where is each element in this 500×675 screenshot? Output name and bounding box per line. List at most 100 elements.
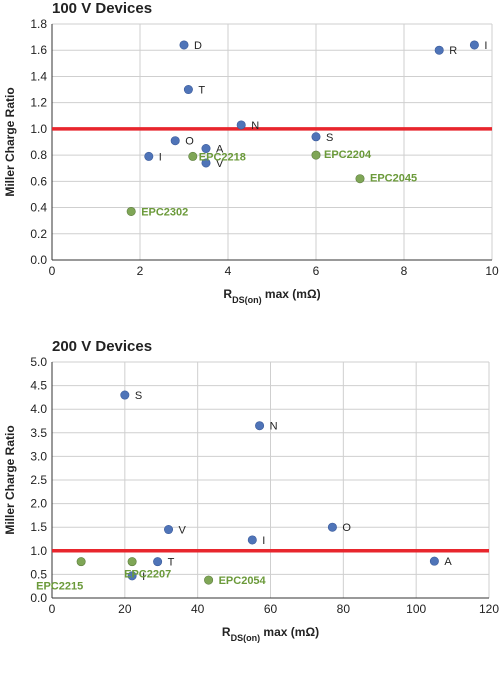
x-tick-label: 6 <box>313 264 320 278</box>
y-tick-label: 0.5 <box>30 567 47 581</box>
y-tick-label: 4.0 <box>30 402 47 416</box>
y-tick-label: 5.0 <box>30 355 47 369</box>
competitor-data-point <box>144 151 154 161</box>
competitor-data-point <box>469 40 479 50</box>
competitor-data-point <box>434 45 444 55</box>
y-tick-label: 0.0 <box>30 253 47 267</box>
chart-title: 200 V Devices <box>52 338 153 355</box>
x-axis-label-subscript: DS(on) <box>231 633 261 643</box>
epc-data-point <box>355 174 365 184</box>
y-tick-label: 2.5 <box>30 473 47 487</box>
x-tick-label: 10 <box>485 264 499 278</box>
y-tick-label: 0.2 <box>30 227 47 241</box>
x-axis-label-subscript: DS(on) <box>232 295 262 305</box>
data-point-label: EPC2054 <box>219 575 267 587</box>
data-point-label: O <box>185 136 194 148</box>
x-tick-label: 40 <box>191 602 205 616</box>
data-point-label: O <box>342 522 351 534</box>
chart-title: 100 V Devices <box>52 0 153 17</box>
competitor-data-point <box>153 557 163 567</box>
x-tick-label: 60 <box>264 602 278 616</box>
competitor-data-point <box>164 525 174 535</box>
data-point-label: V <box>179 525 187 537</box>
y-tick-label: 1.0 <box>30 544 47 558</box>
competitor-data-point <box>127 571 137 581</box>
y-tick-label: 2.0 <box>30 497 47 511</box>
competitor-data-point <box>201 144 211 154</box>
chart-100v-plot: 0.0 0.2 0.4 0.6 0.8 1.0 1.2 1.4 1.6 1.8 0 2 4 6 8 10 D R I… <box>3 17 499 305</box>
competitor-data-point <box>311 132 321 142</box>
data-point-label: I <box>484 40 487 52</box>
chart-200v: 200 V Devices 0.0 0.5 1.0 1.5 2.0 2.5 3.0 3.5 4.… <box>0 338 500 658</box>
y-axis-label: Miller Charge Ratio <box>3 425 17 534</box>
y-tick-label: 1.5 <box>30 520 47 534</box>
data-point-label: S <box>326 132 333 144</box>
data-point-label: I <box>262 535 265 547</box>
x-tick-label: 2 <box>137 264 144 278</box>
y-tick-label: 3.5 <box>30 426 47 440</box>
x-tick-label: 80 <box>337 602 351 616</box>
x-axis-label-unit: max (mΩ) <box>262 287 321 301</box>
x-tick-label: 100 <box>406 602 426 616</box>
x-axis-label: RDS(on) max (mΩ) <box>223 287 320 305</box>
x-tick-label: 4 <box>225 264 232 278</box>
x-axis-label: RDS(on) max (mΩ) <box>222 625 319 643</box>
data-point-label: EPC2204 <box>324 149 372 161</box>
data-point-label: EPC2215 <box>36 581 83 593</box>
x-axis-label-main: R <box>222 625 231 639</box>
epc-data-point <box>204 575 214 585</box>
y-tick-label: 0.4 <box>30 201 47 215</box>
x-tick-label: 20 <box>118 602 132 616</box>
data-point-label: EPC2302 <box>141 206 188 218</box>
data-point-label: N <box>270 421 278 433</box>
x-tick-label: 0 <box>49 602 56 616</box>
epc-data-point <box>188 151 198 161</box>
y-axis-label: Miller Charge Ratio <box>3 87 17 196</box>
epc-data-point <box>127 557 137 567</box>
competitor-data-point <box>179 40 189 50</box>
y-tick-label: 4.5 <box>30 379 47 393</box>
data-point-label: V <box>216 158 224 170</box>
data-point-label: I <box>142 571 145 583</box>
epc-data-point <box>311 150 321 160</box>
data-point-label: A <box>444 556 452 568</box>
x-tick-label: 120 <box>479 602 499 616</box>
competitor-data-point <box>201 158 211 168</box>
y-tick-label: 1.0 <box>30 122 47 136</box>
data-point-label: D <box>194 40 202 52</box>
x-axis-label-main: R <box>223 287 232 301</box>
data-point-label: S <box>135 390 142 402</box>
data-point-label: EPC2045 <box>370 173 417 185</box>
competitor-data-point <box>429 556 439 566</box>
data-point-label: EPC2218 <box>199 151 246 163</box>
competitor-data-point <box>327 522 337 532</box>
data-point-label: T <box>198 85 205 97</box>
x-tick-label: 8 <box>401 264 408 278</box>
chart-100v: 100 V Devices 0.0 0.2 0.4 0.6 0.8 1.0 1.2 1.4 1.… <box>0 0 500 320</box>
epc-data-point <box>126 206 136 216</box>
y-tick-label: 0.6 <box>30 174 47 188</box>
epc-data-point <box>76 557 86 567</box>
y-tick-label: 0.0 <box>30 591 47 605</box>
data-point-label: A <box>216 144 224 156</box>
chart-200v-plot: 0.0 0.5 1.0 1.5 2.0 2.5 3.0 3.5 4.0 4.5 5.0 0 20 40 60… <box>3 355 499 643</box>
competitor-data-point <box>170 136 180 146</box>
competitor-data-point <box>183 85 193 95</box>
data-point-label: R <box>449 45 457 57</box>
data-point-label: EPC2207 <box>124 569 171 581</box>
competitor-data-point <box>236 120 246 130</box>
y-tick-label: 1.8 <box>30 17 47 31</box>
x-axis-label-unit: max (mΩ) <box>260 625 319 639</box>
competitor-data-point <box>120 390 130 400</box>
data-point-label: I <box>159 151 162 163</box>
data-point-label: T <box>168 557 175 569</box>
data-point-label: N <box>251 120 259 132</box>
y-tick-label: 1.6 <box>30 43 47 57</box>
x-tick-label: 0 <box>49 264 56 278</box>
y-tick-label: 1.2 <box>30 96 47 110</box>
competitor-data-point <box>255 421 265 431</box>
competitor-data-point <box>247 535 257 545</box>
y-tick-label: 3.0 <box>30 449 47 463</box>
y-tick-label: 1.4 <box>30 69 47 83</box>
y-tick-label: 0.8 <box>30 148 47 162</box>
